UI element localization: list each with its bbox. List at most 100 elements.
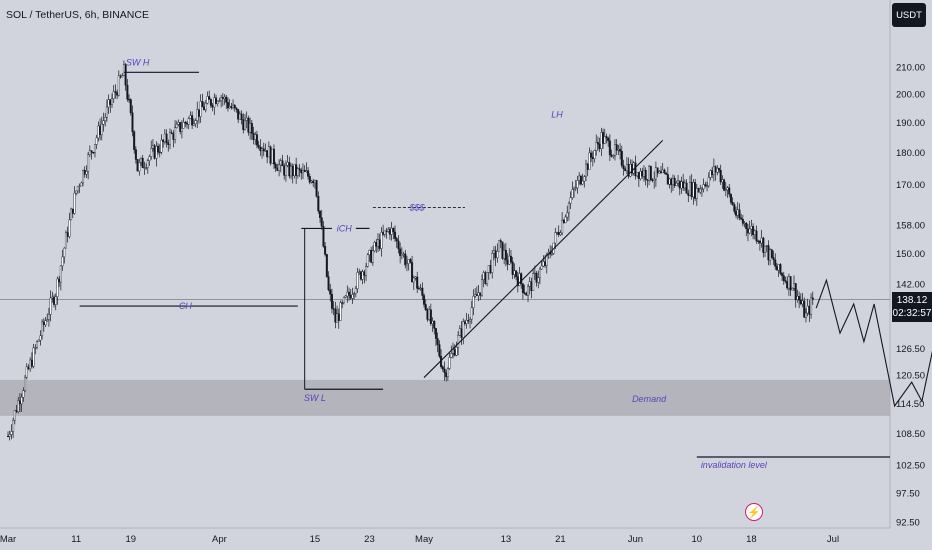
candle-body [313,180,316,184]
candle-body [298,168,301,171]
candle-body [663,169,666,174]
candle-body [562,219,565,223]
label-ch: CH [179,301,192,311]
candle-body [431,320,434,324]
candle-body [209,99,212,106]
candle-body [810,297,813,315]
candle-body [542,261,545,267]
candle-body [97,125,100,139]
candle-body [581,180,584,185]
candle-body [119,75,122,78]
candle-body [404,253,407,266]
candle-body [290,165,293,177]
candle-body [625,164,628,171]
candle-body [252,133,255,140]
candle-body [731,202,734,205]
candle-body [469,319,472,322]
candle-body [196,109,199,121]
candle-body [373,242,376,252]
candle-body [334,308,337,323]
candle-body [17,400,20,413]
candle-body [192,123,195,126]
candle-body [337,313,340,321]
candle-body [717,168,720,171]
candle-body [175,124,178,128]
candle-body [344,295,347,298]
candle-body [82,170,85,184]
candle-body [637,172,640,179]
candle-body [544,261,547,266]
candle-body [798,296,801,301]
candle-body [284,165,287,176]
candle-body [569,197,572,204]
candle-body [64,232,67,249]
candle-body [527,286,530,296]
candle-body [682,181,685,189]
candle-body [412,277,415,283]
y-axis-tick: 210.00 [896,63,925,74]
candle-body [530,281,533,291]
candle-body [479,292,482,296]
candle-body [15,410,18,413]
candle-body [752,226,755,236]
candle-body [811,297,814,300]
candle-body [489,265,492,273]
candle-body [141,157,144,168]
candle-body [46,319,49,321]
candle-body [665,172,668,175]
candle-body [116,92,119,96]
candle-body [443,368,446,373]
candle-body [521,283,524,293]
candle-body [656,167,659,174]
candle-body [245,117,248,121]
candle-body [416,276,419,289]
candle-body [804,312,807,318]
candle-body [692,182,695,198]
candle-body [794,283,797,300]
candle-body [400,253,403,256]
label-sw-l: SW L [304,393,326,403]
candle-body [567,202,570,214]
candle-body [75,190,78,194]
candle-body [465,320,468,324]
lightning-icon[interactable]: ⚡ [745,503,763,521]
candle-body [349,294,352,299]
candle-body [93,144,96,153]
candle-body [105,106,108,118]
candle-body [457,335,460,348]
candle-body [211,105,214,108]
candle-body [85,171,88,175]
candle-body [139,157,142,163]
candle-body [680,181,683,189]
currency-button[interactable]: USDT [892,3,926,27]
candle-body [61,256,64,267]
candle-body [249,122,252,133]
candle-body [605,136,608,139]
candle-body [35,341,38,348]
candle-body [160,139,163,153]
candle-body [470,307,473,320]
candle-body [629,164,632,177]
candle-body [78,185,81,187]
candle-body [271,148,274,164]
candle-body [620,150,623,166]
candle-body [341,302,344,304]
candle-body [307,170,310,177]
candle-body [646,179,649,181]
candle-body [796,296,799,300]
candle-body [666,174,669,185]
y-axis-tick: 158.00 [896,220,925,231]
candle-body [129,99,132,113]
candle-body [382,232,385,235]
candle-body [644,169,647,180]
candle-body [441,366,444,370]
candle-body [535,272,538,283]
candle-body [433,320,436,329]
candle-body [240,113,243,120]
x-axis-tick: 11 [71,534,81,545]
candle-body [70,208,73,221]
candle-body [124,64,127,86]
candle-body [463,321,466,324]
